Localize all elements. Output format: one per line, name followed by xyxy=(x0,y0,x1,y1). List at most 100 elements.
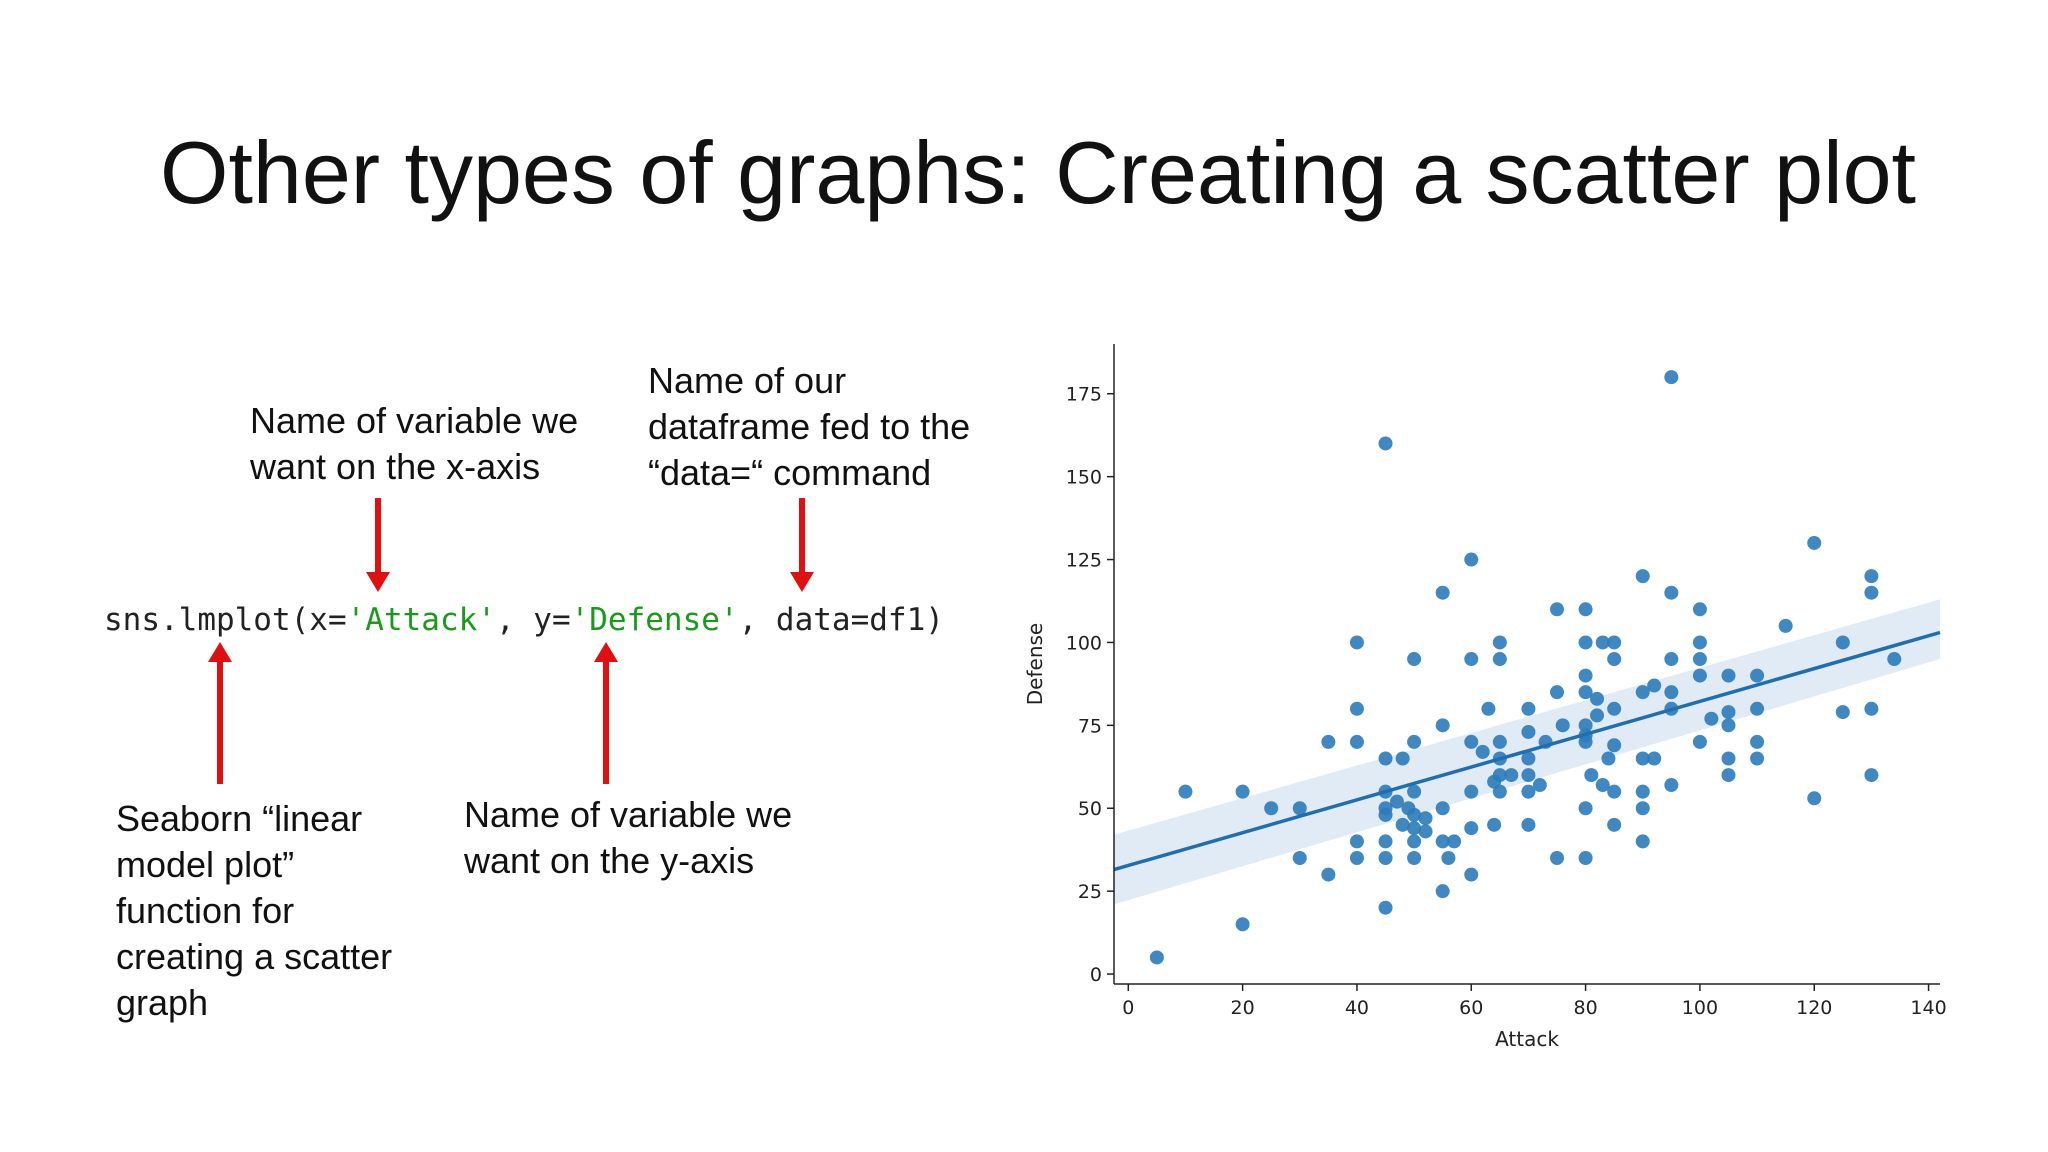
data-point xyxy=(1464,821,1479,836)
up-arrow-icon xyxy=(208,642,232,784)
data-point xyxy=(1692,734,1707,749)
down-arrow-icon xyxy=(366,498,390,592)
data-point xyxy=(1464,552,1479,567)
data-point xyxy=(1149,950,1164,965)
x-tick-label: 140 xyxy=(1910,997,1946,1019)
data-point xyxy=(1664,778,1679,793)
data-point xyxy=(1835,635,1850,650)
data-point xyxy=(1532,778,1547,793)
y-tick-label: 50 xyxy=(1078,798,1102,820)
data-point xyxy=(1692,652,1707,667)
data-point xyxy=(1590,691,1605,706)
data-point xyxy=(1887,652,1902,667)
data-point xyxy=(1635,801,1650,816)
data-point xyxy=(1721,768,1736,783)
data-point xyxy=(1578,635,1593,650)
data-point xyxy=(1864,701,1879,716)
data-point xyxy=(1464,784,1479,799)
data-point xyxy=(1464,867,1479,882)
data-point xyxy=(1550,850,1565,865)
code-prefix: sns.lmplot(x= xyxy=(104,602,347,638)
data-point xyxy=(1521,784,1536,799)
data-point xyxy=(1607,701,1622,716)
data-point xyxy=(1521,724,1536,739)
data-point xyxy=(1778,618,1793,633)
data-point xyxy=(1378,900,1393,915)
data-point xyxy=(1349,635,1364,650)
data-point xyxy=(1492,652,1507,667)
data-point xyxy=(1292,801,1307,816)
data-point xyxy=(1378,834,1393,849)
data-point xyxy=(1555,718,1570,733)
data-point xyxy=(1578,718,1593,733)
data-point xyxy=(1235,917,1250,932)
function-note: Seaborn “linear model plot” function for… xyxy=(116,798,393,1023)
data-point xyxy=(1721,705,1736,720)
data-point xyxy=(1407,850,1422,865)
data-point xyxy=(1578,602,1593,617)
x-tick-label: 120 xyxy=(1796,997,1832,1019)
data-point xyxy=(1178,784,1193,799)
data-point xyxy=(1492,768,1507,783)
data-point xyxy=(1418,811,1433,826)
data-point xyxy=(1492,635,1507,650)
data-point xyxy=(1407,734,1422,749)
y-axis-note: Name of variable we want on the y-axis xyxy=(464,794,793,881)
x-tick-label: 100 xyxy=(1682,997,1718,1019)
data-point xyxy=(1418,824,1433,839)
y-tick-label: 125 xyxy=(1066,550,1102,572)
x-tick-label: 20 xyxy=(1231,997,1255,1019)
y-tick-label: 0 xyxy=(1090,964,1102,986)
data-point xyxy=(1750,668,1765,683)
slide-title: Other types of graphs: Creating a scatte… xyxy=(160,123,1917,222)
data-point xyxy=(1595,778,1610,793)
data-point xyxy=(1607,635,1622,650)
scatter-chart: 0 20 40 60 80 100 120 140 0 25 50 75 100 125 150 175 At… xyxy=(1023,344,1947,1050)
data-point xyxy=(1864,768,1879,783)
data-point xyxy=(1590,708,1605,723)
data-point xyxy=(1378,436,1393,451)
up-arrow-icon xyxy=(594,642,618,784)
data-point xyxy=(1521,701,1536,716)
data-point xyxy=(1692,668,1707,683)
data-point xyxy=(1578,685,1593,700)
data-point xyxy=(1378,751,1393,766)
data-point xyxy=(1481,701,1496,716)
data-point xyxy=(1635,751,1650,766)
data-point xyxy=(1550,602,1565,617)
y-axis-label: Defense xyxy=(1023,623,1047,705)
code-snippet: sns.lmplot(x='Attack', y='Defense', data… xyxy=(104,602,944,638)
data-point xyxy=(1595,635,1610,650)
data-point xyxy=(1601,751,1616,766)
data-point xyxy=(1550,685,1565,700)
data-point xyxy=(1395,751,1410,766)
data-point xyxy=(1647,751,1662,766)
data-point xyxy=(1704,711,1719,726)
data-point xyxy=(1721,751,1736,766)
data-point xyxy=(1389,794,1404,809)
data-point xyxy=(1807,535,1822,550)
data-point xyxy=(1647,678,1662,693)
data-point xyxy=(1578,668,1593,683)
data-point xyxy=(1635,685,1650,700)
data-point xyxy=(1464,652,1479,667)
data-point xyxy=(1607,784,1622,799)
data-point xyxy=(1475,744,1490,759)
y-tick-label: 175 xyxy=(1066,384,1102,406)
data-point xyxy=(1578,734,1593,749)
data-point xyxy=(1750,701,1765,716)
y-tick-label: 25 xyxy=(1078,881,1102,903)
data-point xyxy=(1692,635,1707,650)
x-tick-label: 0 xyxy=(1122,997,1134,1019)
x-tick-label: 80 xyxy=(1573,997,1597,1019)
data-point xyxy=(1664,370,1679,385)
data-point xyxy=(1584,768,1599,783)
data-point xyxy=(1664,652,1679,667)
x-tick-label: 40 xyxy=(1345,997,1369,1019)
data-point xyxy=(1349,834,1364,849)
data-point xyxy=(1487,817,1502,832)
y-tick-label: 150 xyxy=(1066,467,1102,489)
data-point xyxy=(1395,817,1410,832)
data-point xyxy=(1407,834,1422,849)
data-point xyxy=(1864,569,1879,584)
